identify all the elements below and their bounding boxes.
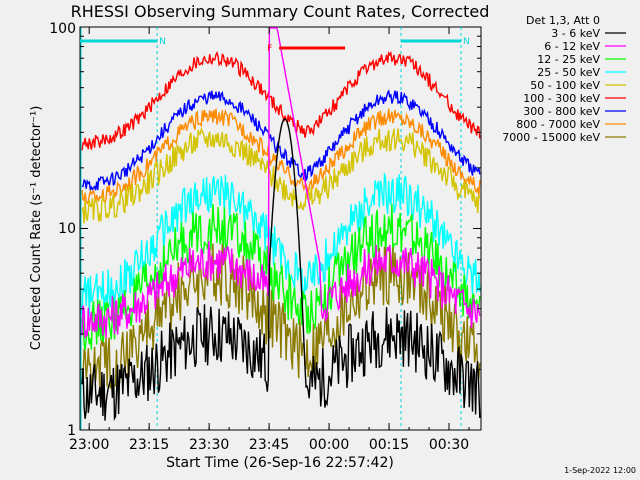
x-axis-label: Start Time (26-Sep-16 22:57:42) — [166, 455, 394, 471]
chart-title: RHESSI Observing Summary Count Rates, Co… — [71, 2, 490, 21]
legend-label: 100 - 300 keV — [523, 92, 600, 105]
flag-bar-label: N — [463, 37, 470, 47]
series-line — [81, 108, 481, 205]
y-tick-label: 10 — [58, 221, 76, 237]
y-axis: 1 10 100 — [49, 21, 481, 439]
y-tick-label: 1 — [67, 423, 76, 439]
x-axis: 23:00 23:15 23:30 23:45 00:00 00:15 00:30 — [69, 27, 470, 453]
y-tick-label: 100 — [49, 21, 76, 37]
x-tick-label: 00:30 — [429, 437, 469, 453]
series-line — [81, 118, 481, 422]
x-tick-label: 23:45 — [249, 437, 289, 453]
flag-bar-label: N — [159, 37, 166, 47]
legend-label: 50 - 100 keV — [530, 79, 600, 92]
legend-label: 800 - 7000 keV — [516, 118, 600, 131]
x-tick-label: 23:30 — [189, 437, 229, 453]
flag-bar-label: F — [267, 44, 272, 54]
legend-label: 300 - 800 keV — [523, 105, 600, 118]
series-line — [81, 89, 481, 191]
legend-label: 6 - 12 keV — [544, 40, 600, 53]
legend-title: Det 1,3, Att 0 — [526, 14, 600, 27]
x-tick-label: 00:00 — [309, 437, 349, 453]
legend-label: 12 - 25 keV — [537, 53, 600, 66]
x-tick-label: 00:15 — [369, 437, 409, 453]
y-axis-label: Corrected Count Rate (s⁻¹ detector⁻¹) — [29, 106, 44, 351]
legend-label: 25 - 50 keV — [537, 66, 600, 79]
flag-bars: N NF — [80, 37, 470, 54]
legend-label: 3 - 6 keV — [551, 27, 600, 40]
series-line — [81, 126, 481, 224]
series-line — [81, 50, 481, 151]
series-layer — [81, 27, 481, 422]
legend-label: 7000 - 15000 keV — [502, 131, 600, 144]
x-tick-label: 23:00 — [69, 437, 109, 453]
footer-date: 1-Sep-2022 12:00 — [564, 466, 636, 475]
plot-area — [79, 26, 482, 431]
x-tick-label: 23:15 — [129, 437, 169, 453]
series-line — [81, 243, 481, 398]
